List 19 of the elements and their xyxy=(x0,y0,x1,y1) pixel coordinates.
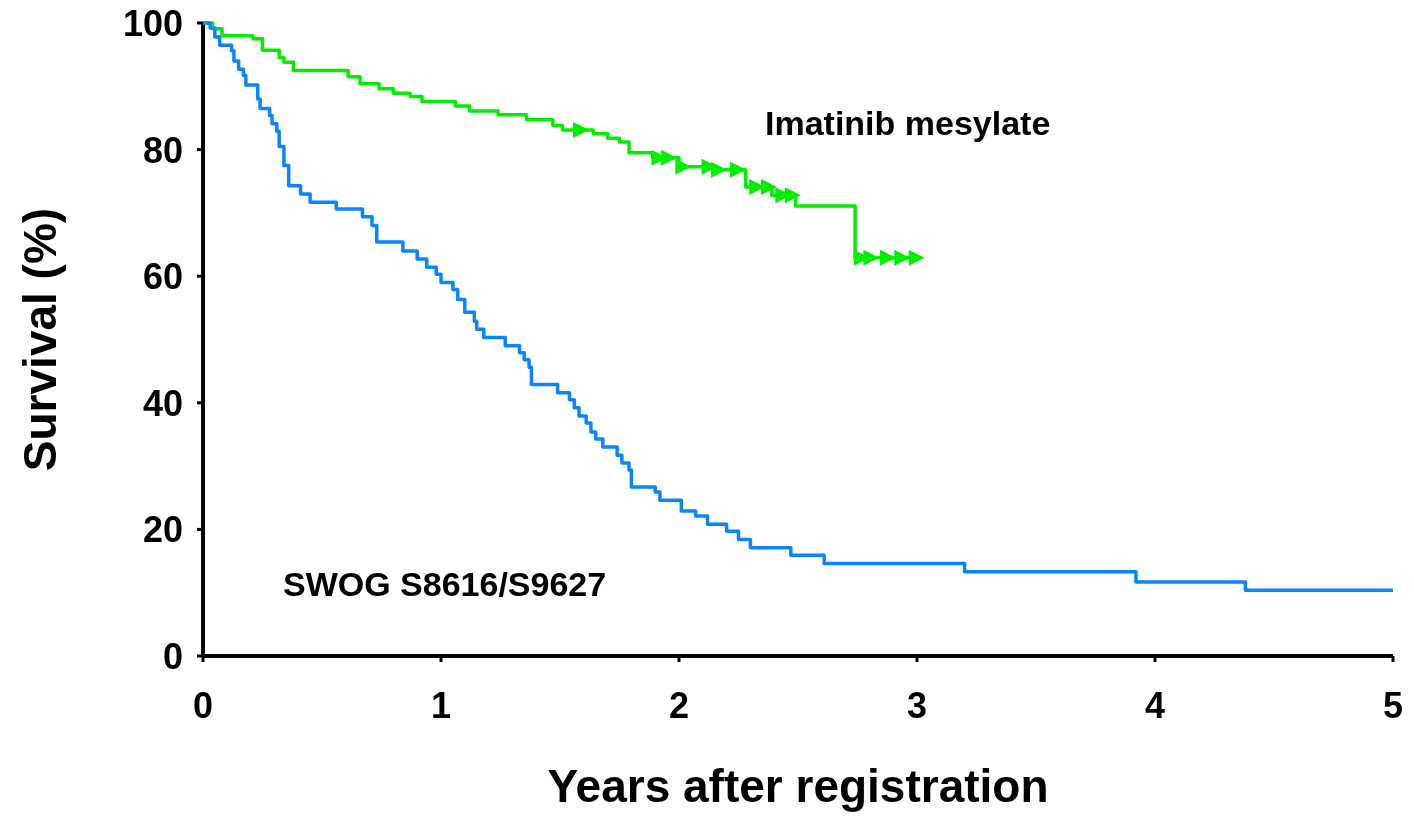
x-tick-label: 3 xyxy=(906,685,928,726)
point xyxy=(761,178,778,195)
y-tick-label: 80 xyxy=(142,129,183,171)
series-label: Imatinib mesylate xyxy=(765,104,1051,142)
y-tick-label: 40 xyxy=(142,382,183,424)
x-axis-title: Years after registration xyxy=(547,760,1049,812)
y-tick-label: 100 xyxy=(122,2,183,44)
point xyxy=(784,187,801,204)
x-tick-label: 4 xyxy=(1144,685,1166,726)
y-axis-title: Survival (%) xyxy=(14,207,66,472)
x-tick-label: 0 xyxy=(192,685,214,726)
point xyxy=(908,249,925,266)
x-tick-label: 2 xyxy=(668,685,690,726)
x-tick-label: 5 xyxy=(1382,685,1404,726)
y-tick-label: 20 xyxy=(142,509,183,551)
text: SWOG S8616/S9627 xyxy=(283,565,607,603)
y-tick-label: 0 xyxy=(162,635,183,677)
x-tick-label: 1 xyxy=(430,685,452,726)
y-tick-label: 60 xyxy=(142,256,183,298)
